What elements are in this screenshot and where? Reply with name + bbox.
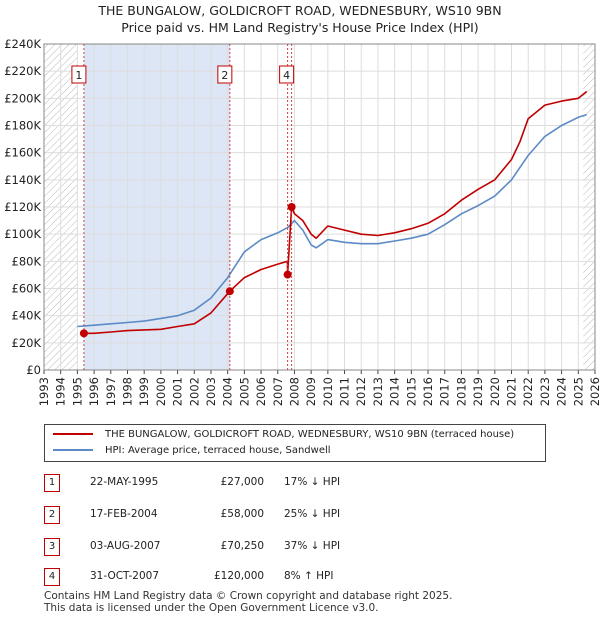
x-tick-label: 2016 — [421, 377, 435, 406]
series-lines — [77, 90, 588, 335]
title-line-2: Price paid vs. HM Land Registry's House … — [121, 20, 479, 35]
table-row: 2 17-FEB-2004 £58,000 25% ↓ HPI — [44, 506, 444, 524]
x-tick-label: 2004 — [221, 377, 235, 406]
x-tick-label: 2017 — [438, 377, 452, 406]
x-tick-label: 2025 — [571, 377, 585, 406]
transaction-price: £70,250 — [220, 540, 264, 552]
tick-labels: £0 £20K £40K £60K £80K £100K £120K £140K £160K £1… — [4, 37, 600, 406]
x-tick-label: 2021 — [505, 377, 519, 406]
x-tick-label: 2001 — [171, 377, 185, 406]
sale-marker-label: 4 — [283, 69, 290, 82]
y-tick-label: £80K — [12, 254, 42, 268]
legend-swatch-property — [53, 433, 93, 435]
x-tick-label: 2000 — [154, 377, 168, 406]
transaction-date: 31-OCT-2007 — [90, 570, 159, 582]
x-tick-label: 2018 — [454, 377, 468, 406]
transaction-date: 17-FEB-2004 — [90, 508, 158, 520]
property-price-line — [83, 90, 588, 335]
x-tick-label: 2013 — [371, 377, 385, 406]
sale-point — [225, 287, 234, 296]
x-tick-label: 1994 — [54, 377, 68, 406]
transaction-price: £58,000 — [220, 508, 264, 520]
transaction-date: 03-AUG-2007 — [90, 540, 161, 552]
footer-line-1: Contains HM Land Registry data © Crown c… — [44, 590, 453, 602]
x-tick-label: 2003 — [204, 377, 218, 406]
plot-border — [43, 43, 596, 371]
x-tick-label: 1997 — [104, 377, 118, 406]
transaction-price: £27,000 — [220, 476, 264, 488]
y-tick-label: £140K — [4, 173, 41, 187]
table-row: 4 31-OCT-2007 £120,000 8% ↑ HPI — [44, 568, 444, 586]
x-tick-label: 2019 — [471, 377, 485, 406]
transaction-number-badge: 4 — [44, 568, 60, 586]
x-tick-label: 1995 — [70, 377, 84, 406]
hpi-line — [77, 113, 587, 328]
x-tick-label: 2005 — [237, 377, 251, 406]
x-tick-label: 2014 — [388, 377, 402, 406]
sale-point — [79, 329, 88, 338]
legend-item-hpi: HPI: Average price, terraced house, Sand… — [53, 443, 331, 459]
x-tick-label: 2026 — [588, 377, 600, 406]
footer-line-2: This data is licensed under the Open Gov… — [44, 602, 379, 614]
sale-marker-box — [279, 65, 295, 84]
transaction-number-badge: 1 — [44, 474, 60, 492]
price-chart: 1 2 4 £0 £20K £40K £60K £80K £100K £120K £140K £16… — [4, 37, 600, 406]
x-tick-label: 1993 — [37, 377, 51, 406]
transaction-hpi-diff: 8% ↑ HPI — [284, 570, 334, 582]
transaction-hpi-diff: 17% ↓ HPI — [284, 476, 341, 488]
sale-marker-box — [217, 65, 233, 84]
y-tick-label: £100K — [4, 227, 41, 241]
legend-label-property: THE BUNGALOW, GOLDICROFT ROAD, WEDNESBUR… — [105, 429, 515, 440]
y-tick-label: £0 — [26, 363, 41, 377]
y-tick-label: £60K — [12, 282, 42, 296]
y-tick-label: £200K — [4, 91, 41, 105]
sale-marker-label: 2 — [221, 69, 228, 82]
x-tick-label: 2006 — [254, 377, 268, 406]
x-tick-label: 2022 — [521, 377, 535, 406]
transaction-price: £120,000 — [214, 570, 265, 582]
legend: THE BUNGALOW, GOLDICROFT ROAD, WEDNESBUR… — [44, 424, 546, 462]
x-tick-label: 2012 — [354, 377, 368, 406]
y-tick-label: £180K — [4, 119, 41, 133]
transaction-hpi-diff: 25% ↓ HPI — [284, 508, 341, 520]
x-tick-label: 2009 — [304, 377, 318, 406]
axes — [43, 43, 596, 374]
y-tick-label: £120K — [4, 200, 41, 214]
chart-title: THE BUNGALOW, GOLDICROFT ROAD, WEDNESBUR… — [0, 2, 600, 36]
title-line-1: THE BUNGALOW, GOLDICROFT ROAD, WEDNESBUR… — [98, 3, 502, 18]
table-row: 1 22-MAY-1995 £27,000 17% ↓ HPI — [44, 474, 444, 492]
transaction-hpi-diff: 37% ↓ HPI — [284, 540, 341, 552]
sale-point — [283, 270, 292, 279]
transaction-number-badge: 3 — [44, 538, 60, 556]
y-tick-label: £220K — [4, 64, 41, 78]
sale-marker-label: 1 — [75, 69, 82, 82]
x-tick-label: 2011 — [338, 377, 352, 406]
legend-swatch-hpi — [53, 449, 93, 451]
transaction-number-badge: 2 — [44, 506, 60, 524]
x-tick-label: 2024 — [555, 377, 569, 406]
table-row: 3 03-AUG-2007 £70,250 37% ↓ HPI — [44, 538, 444, 556]
x-tick-label: 1999 — [137, 377, 151, 406]
sale-markers: 1 2 4 — [71, 44, 296, 370]
legend-item-property: THE BUNGALOW, GOLDICROFT ROAD, WEDNESBUR… — [53, 427, 514, 443]
sale-point — [287, 203, 296, 211]
x-tick-label: 2007 — [271, 377, 285, 406]
y-tick-label: £40K — [12, 309, 42, 323]
x-tick-label: 2015 — [404, 377, 418, 406]
x-tick-label: 2002 — [187, 377, 201, 406]
x-tick-label: 1998 — [120, 377, 134, 406]
x-tick-label: 2008 — [287, 377, 301, 406]
footer: Contains HM Land Registry data © Crown c… — [44, 590, 452, 614]
y-tick-label: £20K — [12, 336, 42, 350]
legend-label-hpi: HPI: Average price, terraced house, Sand… — [105, 445, 331, 456]
x-tick-label: 2010 — [321, 377, 335, 406]
x-tick-label: 2023 — [538, 377, 552, 406]
transaction-date: 22-MAY-1995 — [90, 476, 159, 488]
x-tick-label: 2020 — [488, 377, 502, 406]
sale-marker-box — [71, 65, 87, 84]
x-tick-label: 1996 — [87, 377, 101, 406]
y-tick-label: £160K — [4, 146, 41, 160]
y-tick-label: £240K — [4, 37, 41, 51]
